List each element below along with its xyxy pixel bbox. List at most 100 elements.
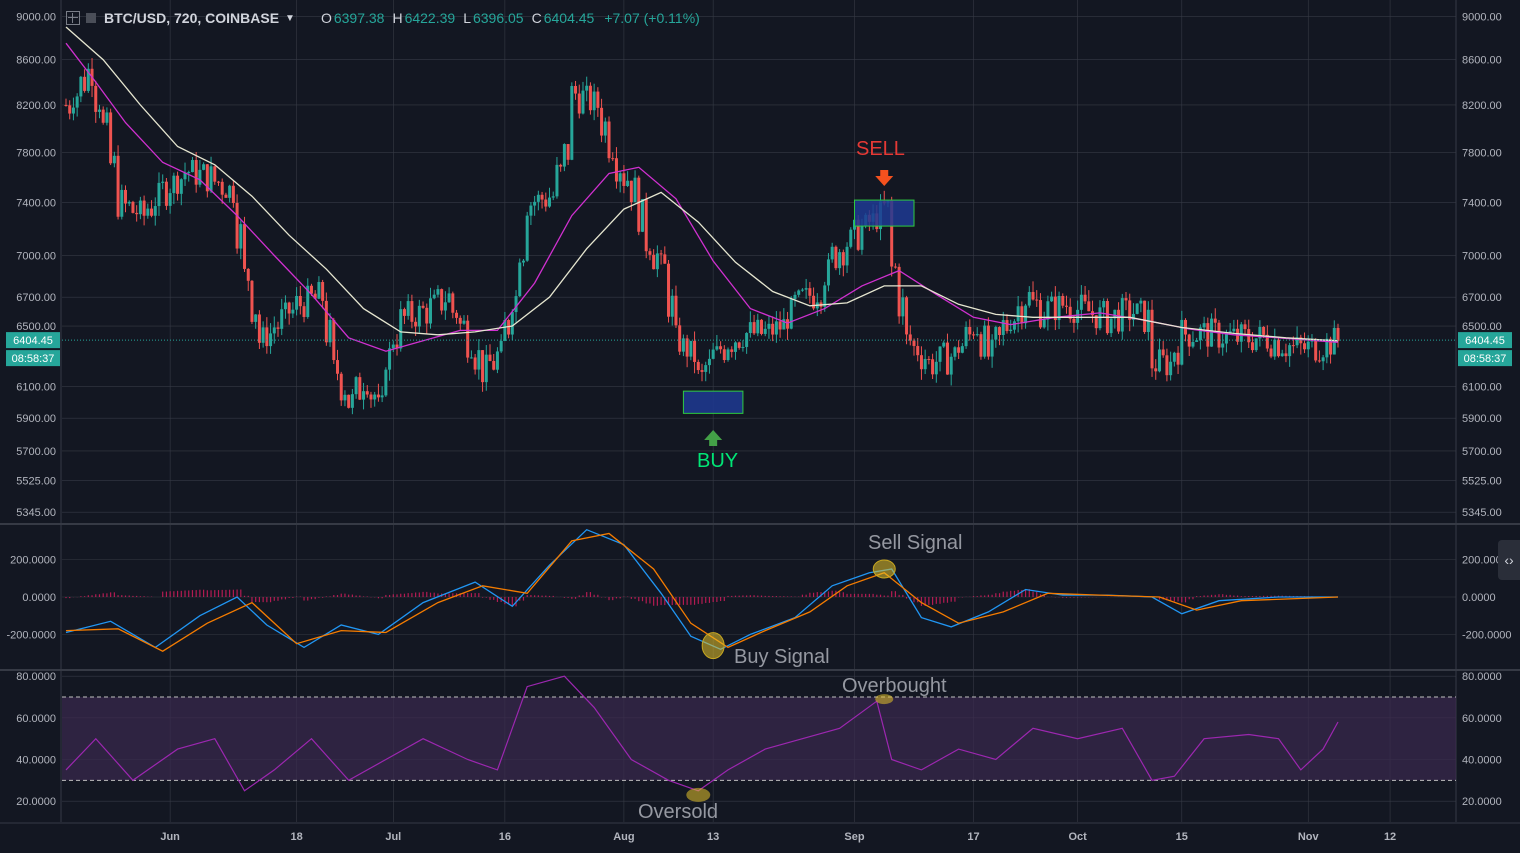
candle-body [786, 319, 790, 329]
price-tick-label: 5700.00 [16, 446, 56, 458]
candle-body [1317, 360, 1321, 362]
price-tick-label: 9000.00 [16, 11, 56, 23]
candle-body [949, 356, 953, 375]
candle-body [291, 309, 295, 314]
candle-body [1228, 331, 1232, 333]
open-value: 6397.38 [333, 10, 385, 26]
candle-body [79, 76, 83, 97]
candle-body [97, 109, 101, 112]
chevron-down-icon[interactable]: ▼ [285, 12, 295, 24]
candle-body [800, 289, 804, 291]
candle-body [347, 394, 351, 408]
candle-body [1295, 337, 1299, 346]
candle-body [1217, 322, 1221, 348]
price-tick-label: 6500.00 [1462, 321, 1502, 333]
candle-body [1124, 298, 1128, 301]
candle-body [681, 338, 685, 352]
candle-body [782, 319, 786, 330]
candle-body [1068, 306, 1072, 319]
candle-body [276, 327, 280, 329]
candle-body [280, 309, 284, 329]
candle-body [1072, 318, 1076, 323]
candle-body [488, 354, 492, 362]
candle-body [399, 309, 403, 349]
candle-body [265, 327, 269, 347]
candle-body [287, 302, 291, 314]
candle-body [432, 294, 436, 299]
candle-body [905, 297, 909, 335]
candle-body [484, 354, 488, 383]
macd-tick-label: -200.0000 [6, 629, 56, 641]
candle-body [856, 219, 860, 250]
candle-body [1265, 334, 1269, 349]
price-tick-label: 6500.00 [16, 321, 56, 333]
candle-body [998, 327, 1002, 336]
candle-body [1139, 300, 1143, 304]
candle-body [1176, 352, 1180, 365]
candle-body [94, 85, 98, 112]
candle-body [376, 394, 380, 398]
candle-body [849, 229, 853, 247]
x-tick-label: Jul [385, 831, 401, 843]
open-label: O [320, 10, 332, 26]
symbol-label[interactable]: BTC/USD, 720, COINBASE [104, 10, 280, 26]
candle-body [574, 85, 578, 94]
macd-tick-label: 200.0000 [10, 555, 56, 567]
candle-body [1117, 309, 1121, 332]
low-label: L [463, 10, 471, 26]
candle-body [443, 302, 447, 311]
macd-histogram [65, 589, 1335, 607]
x-tick-label: Sep [844, 831, 864, 843]
hide-icon[interactable] [86, 13, 96, 23]
candle-body [919, 355, 923, 370]
candle-body [562, 144, 566, 167]
symbol-header: BTC/USD, 720, COINBASE ▼ O 6397.38 H 6422.… [0, 0, 1520, 36]
candle-body [916, 346, 920, 356]
candle-body [109, 112, 113, 164]
side-panel-toggle[interactable]: ‹› [1498, 540, 1520, 580]
candle-body [648, 251, 652, 255]
signal-line [65, 532, 1339, 652]
price-tick-label: 6700.00 [16, 292, 56, 304]
candle-body [581, 90, 585, 114]
ma-fast-line [65, 42, 1339, 352]
candle-body [343, 394, 347, 401]
candle-body [261, 327, 265, 343]
candle-body [384, 369, 388, 396]
candle-body [830, 246, 834, 260]
candle-body [1064, 305, 1068, 307]
candle-body [116, 155, 120, 217]
candle-body [417, 305, 421, 327]
price-tick-label: 8600.00 [1462, 55, 1502, 67]
candle-body [1027, 292, 1031, 306]
candle-body [901, 297, 905, 317]
candle-body [216, 181, 220, 183]
candle-body [388, 348, 392, 370]
candle-body [548, 197, 552, 207]
candle-body [893, 266, 897, 268]
candle-body [611, 158, 615, 160]
candle-body [737, 342, 741, 348]
expand-icon[interactable] [66, 11, 80, 25]
candle-body [1024, 305, 1028, 324]
candle-body [1243, 324, 1247, 330]
candle-body [257, 314, 261, 343]
candle-body [1329, 338, 1333, 355]
candle-body [1120, 298, 1124, 332]
candle-body [1038, 300, 1042, 328]
candle-body [1113, 309, 1117, 319]
x-tick-label: 17 [967, 831, 979, 843]
candle-body [194, 160, 198, 185]
x-tick-label: Oct [1068, 831, 1087, 843]
candle-body [1102, 301, 1106, 308]
x-tick-label: 15 [1176, 831, 1188, 843]
candle-body [243, 224, 247, 269]
candle-body [1035, 299, 1039, 301]
rsi-tick-label: 40.0000 [16, 755, 56, 767]
candle-body [495, 351, 499, 370]
candle-body [986, 325, 990, 357]
candle-body [808, 288, 812, 296]
candle-body [455, 312, 459, 318]
candle-body [373, 394, 377, 400]
